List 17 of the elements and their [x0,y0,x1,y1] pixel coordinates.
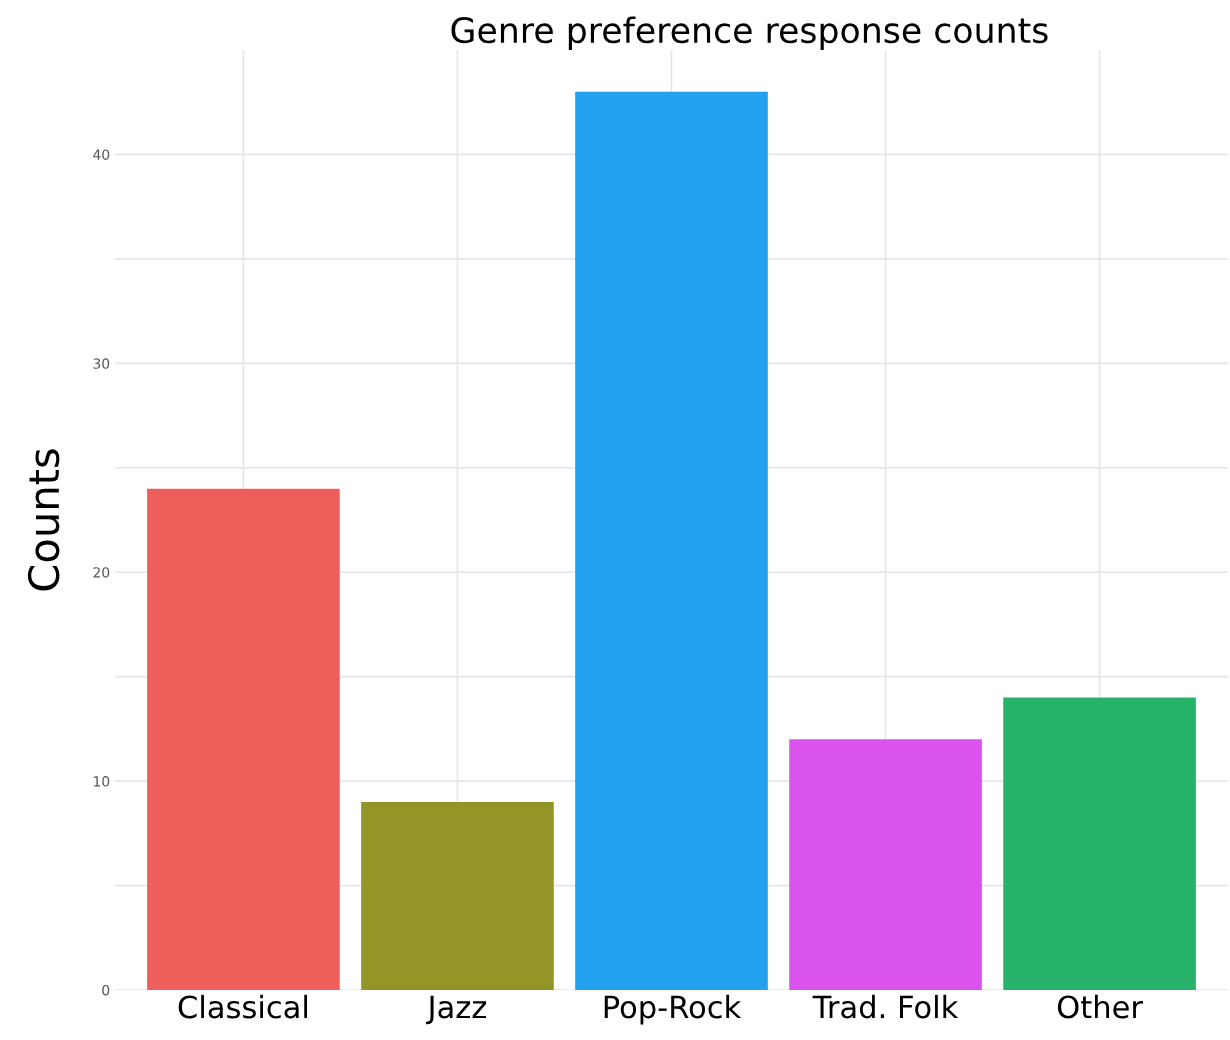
y-axis-title: Counts [27,449,60,591]
chart-title: Genre preference response counts [451,16,1048,50]
bar [575,91,768,990]
y-tick-label: 20 [93,567,110,578]
y-tick-label: 40 [93,149,110,160]
y-tick-label: 10 [93,776,110,787]
y-tick-label: 30 [93,358,110,369]
x-tick-label: Trad. Folk [812,994,959,1019]
bar [789,739,982,990]
x-tick-label: Classical [178,994,307,1019]
x-tick-label: Jazz [425,995,487,1025]
bar [1003,697,1196,990]
bar [147,488,340,990]
x-tick-label: Pop-Rock [604,994,742,1025]
x-tick-label: Other [1057,994,1143,1019]
y-tick-label: 0 [102,984,110,996]
bar [361,802,554,990]
